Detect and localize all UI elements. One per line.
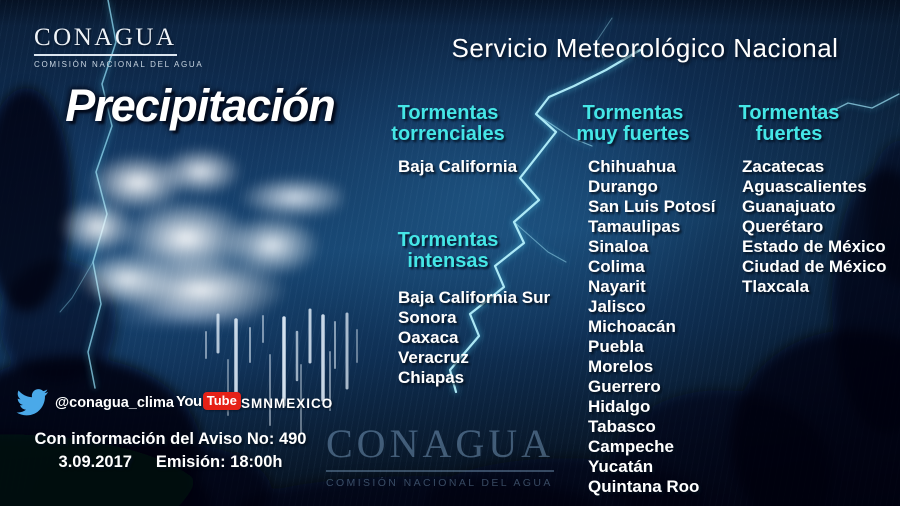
- state-item: Chiapas: [398, 368, 465, 387]
- state-item: Ciudad de México: [742, 257, 887, 276]
- heading-tormentas-fuertes: Tormentas fuertes: [738, 102, 840, 145]
- state-item: Michoacán: [588, 317, 676, 336]
- state-item: Tamaulipas: [588, 217, 681, 236]
- state-item: Aguascalientes: [742, 177, 867, 196]
- advisory-info: Con información del Aviso No: 490 3.09.2…: [28, 430, 313, 472]
- state-item: Hidalgo: [588, 397, 651, 416]
- youtube-channel-name: SMNMEXICO: [241, 396, 334, 411]
- youtube-logo: You Tube: [176, 392, 241, 410]
- conagua-logo: CONAGUA COMISIÓN NACIONAL DEL AGUA: [34, 24, 203, 69]
- conagua-logo-text: CONAGUA: [34, 24, 177, 56]
- state-item: Tabasco: [588, 417, 656, 436]
- state-item: Oaxaca: [398, 328, 459, 347]
- heading-tormentas-torrenciales: Tormentas torrenciales: [391, 102, 505, 145]
- advisory-date: 3.09.2017: [58, 453, 132, 471]
- conagua-logo-tagline: COMISIÓN NACIONAL DEL AGUA: [34, 60, 204, 69]
- state-item: San Luis Potosí: [588, 197, 716, 216]
- state-item: Campeche: [588, 437, 674, 456]
- state-list-torrenciales: Baja California: [398, 157, 517, 177]
- state-item: Chihuahua: [588, 157, 676, 176]
- state-item: Quintana Roo: [588, 477, 700, 496]
- state-item: Durango: [588, 177, 658, 196]
- advisory-emission-time: Emisión: 18:00h: [155, 453, 283, 471]
- state-item: Sonora: [398, 308, 457, 327]
- state-list-intensas: Baja California Sur Sonora Oaxaca Veracruz C…: [398, 288, 550, 388]
- conagua-watermark-text: CONAGUA: [326, 420, 554, 472]
- state-item: Morelos: [588, 357, 654, 376]
- state-item: Veracruz: [398, 348, 469, 367]
- conagua-watermark-tagline: COMISIÓN NACIONAL DEL AGUA: [326, 477, 553, 489]
- state-list-muy-fuertes: Chihuahua Durango San Luis Potosí Tamaulipa…: [588, 157, 716, 497]
- state-list-fuertes: Zacatecas Aguascalientes Guanajuato Queréta…: [742, 157, 887, 297]
- conagua-watermark: CONAGUA COMISIÓN NACIONAL DEL AGUA: [326, 420, 554, 489]
- advisory-notice: Con información del Aviso No: 490: [34, 430, 307, 448]
- state-item: Estado de México: [742, 237, 886, 256]
- state-item: Baja California Sur: [398, 288, 551, 307]
- state-item: Zacatecas: [742, 157, 825, 176]
- state-item: Baja California: [398, 157, 518, 176]
- heading-tormentas-intensas: Tormentas intensas: [397, 229, 499, 272]
- state-item: Jalisco: [588, 297, 646, 316]
- state-item: Yucatán: [588, 457, 654, 476]
- state-item: Guerrero: [588, 377, 661, 396]
- state-item: Tlaxcala: [742, 277, 810, 296]
- twitter-bird-icon: [16, 389, 49, 416]
- page-title: Servicio Meteorológico Nacional: [451, 33, 839, 63]
- youtube-logo-you: You: [176, 392, 202, 410]
- youtube-logo-tube: Tube: [202, 392, 241, 410]
- state-item: Colima: [588, 257, 645, 276]
- state-item: Sinaloa: [588, 237, 649, 256]
- state-item: Puebla: [588, 337, 644, 356]
- state-item: Querétaro: [742, 217, 824, 236]
- heading-tormentas-muy-fuertes: Tormentas muy fuertes: [576, 102, 690, 145]
- state-item: Nayarit: [588, 277, 646, 296]
- state-item: Guanajuato: [742, 197, 836, 216]
- twitter-handle: @conagua_clima: [55, 395, 174, 411]
- main-title: Precipitación: [65, 80, 336, 131]
- storm-cloud-graphic: [58, 142, 343, 327]
